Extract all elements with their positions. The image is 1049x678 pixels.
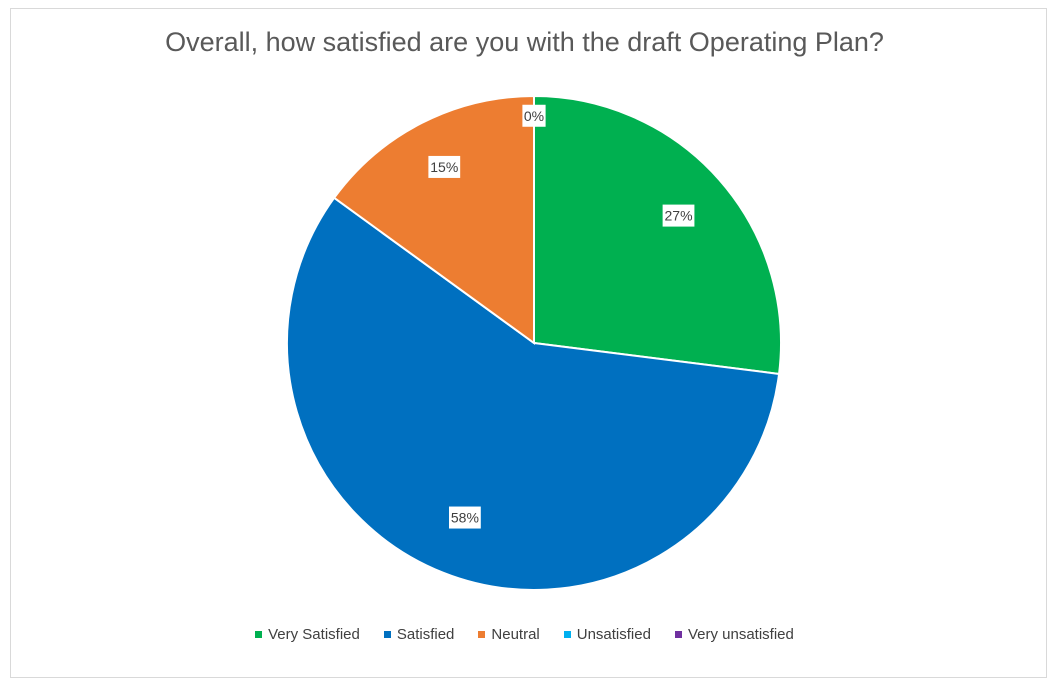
svg-text:27%: 27% [665, 208, 693, 224]
svg-text:0%: 0% [524, 108, 544, 124]
chart-title: Overall, how satisfied are you with the … [165, 27, 884, 57]
legend-item-unsatisfied: Unsatisfied [563, 626, 651, 643]
svg-text:58%: 58% [451, 510, 479, 526]
legend-label: Very unsatisfied [687, 626, 794, 643]
legend-swatch [674, 631, 682, 638]
pie-slice-very-satisfied [533, 94, 782, 376]
legend-item-very-unsatisfied: Very unsatisfied [674, 626, 794, 643]
legend-label: Unsatisfied [576, 626, 651, 643]
legend-item-very-satisfied: Very Satisfied [255, 626, 360, 643]
data-label-neutral: 15% [428, 155, 461, 178]
data-label-satisfied: 58% [448, 506, 481, 529]
legend-label: Satisfied [396, 626, 455, 643]
legend-label: Very Satisfied [268, 626, 360, 643]
legend-item-neutral: Neutral [478, 626, 540, 643]
data-label-very-satisfied: 27% [662, 204, 695, 227]
pie-slice-satisfied [286, 196, 781, 591]
legend-swatch [383, 631, 391, 638]
data-label-unsatisfied: 0% [522, 104, 546, 127]
legend-swatch [563, 631, 571, 638]
pie-slice-neutral [332, 94, 535, 345]
legend-swatch [255, 631, 263, 638]
legend-item-satisfied: Satisfied [383, 626, 455, 643]
svg-text:15%: 15% [430, 159, 458, 175]
chart-legend: Very Satisfied Satisfied Neutral Unsatisfie… [0, 626, 1049, 643]
legend-swatch [478, 631, 486, 638]
legend-label: Neutral [491, 626, 540, 643]
